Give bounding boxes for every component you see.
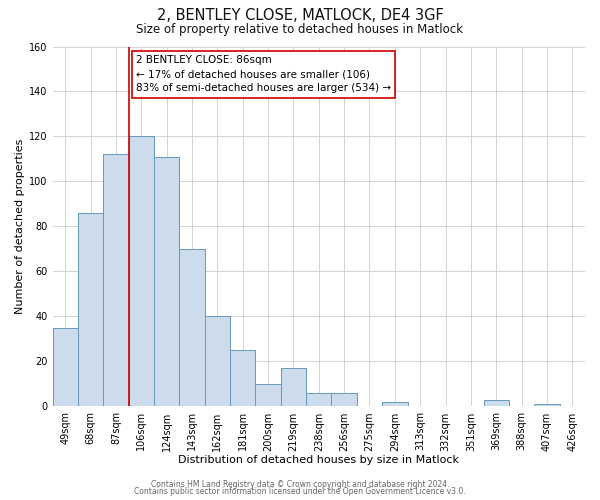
- Bar: [331, 393, 357, 406]
- X-axis label: Distribution of detached houses by size in Matlock: Distribution of detached houses by size …: [178, 455, 459, 465]
- Bar: [205, 316, 230, 406]
- Bar: [382, 402, 407, 406]
- Bar: [230, 350, 256, 406]
- Y-axis label: Number of detached properties: Number of detached properties: [15, 139, 25, 314]
- Bar: [534, 404, 560, 406]
- Bar: [484, 400, 509, 406]
- Bar: [306, 393, 331, 406]
- Text: Size of property relative to detached houses in Matlock: Size of property relative to detached ho…: [137, 22, 464, 36]
- Bar: [154, 156, 179, 406]
- Text: Contains public sector information licensed under the Open Government Licence v3: Contains public sector information licen…: [134, 487, 466, 496]
- Bar: [128, 136, 154, 406]
- Bar: [256, 384, 281, 406]
- Bar: [103, 154, 128, 406]
- Text: Contains HM Land Registry data © Crown copyright and database right 2024.: Contains HM Land Registry data © Crown c…: [151, 480, 449, 489]
- Bar: [281, 368, 306, 406]
- Bar: [179, 249, 205, 406]
- Text: 2 BENTLEY CLOSE: 86sqm
← 17% of detached houses are smaller (106)
83% of semi-de: 2 BENTLEY CLOSE: 86sqm ← 17% of detached…: [136, 56, 391, 94]
- Bar: [78, 213, 103, 406]
- Bar: [53, 328, 78, 406]
- Text: 2, BENTLEY CLOSE, MATLOCK, DE4 3GF: 2, BENTLEY CLOSE, MATLOCK, DE4 3GF: [157, 8, 443, 22]
